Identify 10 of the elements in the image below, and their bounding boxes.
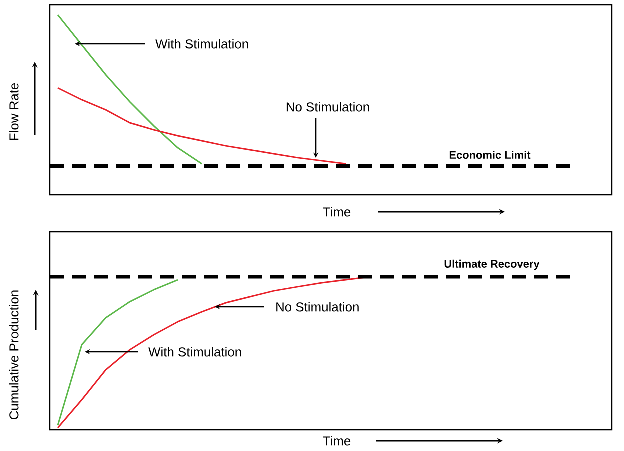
y-axis-title: Cumulative Production xyxy=(9,290,19,420)
x-axis-title: Time xyxy=(323,207,351,217)
annotation: No Stimulation xyxy=(276,302,359,312)
annotation: No Stimulation xyxy=(286,102,370,112)
annotation: With Stimulation xyxy=(156,39,248,49)
annotation: With Stimulation xyxy=(148,347,242,357)
ref-line-label: Economic Limit xyxy=(450,150,531,160)
ref-line-label: Ultimate Recovery xyxy=(444,260,540,270)
y-axis-title: Flow Rate xyxy=(9,83,19,140)
x-axis-title: Time xyxy=(323,436,351,446)
